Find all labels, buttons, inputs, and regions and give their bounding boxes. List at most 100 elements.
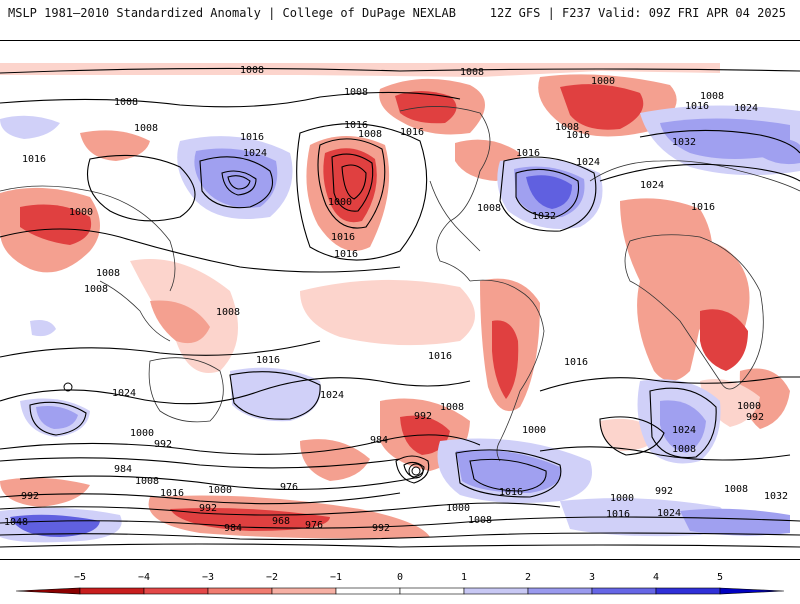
svg-text:992: 992: [21, 491, 39, 502]
svg-text:1016: 1016: [400, 127, 424, 138]
colorbar-swatch: [335, 587, 401, 595]
colorbar-tick: −5: [74, 572, 86, 583]
svg-text:984: 984: [224, 523, 242, 534]
svg-text:1024: 1024: [640, 180, 664, 191]
isobars: [0, 67, 800, 548]
coastlines: [0, 106, 800, 462]
colorbar-tick: −1: [330, 572, 342, 583]
colorbar-tick: 3: [589, 572, 595, 583]
svg-text:992: 992: [655, 486, 673, 497]
svg-text:1032: 1032: [532, 211, 556, 222]
model-run-info: 12Z GFS | F237 Valid: 09Z FRI APR 04 202…: [489, 6, 786, 20]
colorbar-swatch: [271, 587, 337, 595]
svg-text:1032: 1032: [764, 491, 788, 502]
colorbar-tick: −3: [202, 572, 214, 583]
svg-text:1016: 1016: [22, 154, 46, 165]
svg-text:1048: 1048: [4, 517, 28, 528]
svg-text:1008: 1008: [672, 444, 696, 455]
colorbar-swatch: [719, 587, 785, 595]
svg-text:984: 984: [114, 464, 132, 475]
svg-text:1008: 1008: [135, 476, 159, 487]
svg-text:1000: 1000: [328, 197, 352, 208]
svg-text:1008: 1008: [134, 123, 158, 134]
svg-text:1016: 1016: [499, 487, 523, 498]
colorbar-swatch: [207, 587, 273, 595]
svg-text:1000: 1000: [446, 503, 470, 514]
svg-text:1016: 1016: [331, 232, 355, 243]
colorbar-tick: −2: [266, 572, 278, 583]
colorbar-swatch: [399, 587, 465, 595]
svg-text:968: 968: [272, 516, 290, 527]
svg-text:1016: 1016: [691, 202, 715, 213]
anomaly-map: 1008 1008 1008 1000 1008 1008 1016 1024 …: [0, 40, 800, 560]
svg-text:992: 992: [199, 503, 217, 514]
anomaly-colorbar: −5 −4 −3 −2 −1 0 1 2 3 4 5: [0, 566, 800, 600]
colorbar-tick: 1: [461, 572, 467, 583]
svg-text:1016: 1016: [344, 120, 368, 131]
svg-text:1008: 1008: [114, 97, 138, 108]
svg-text:1016: 1016: [160, 488, 184, 499]
svg-text:1008: 1008: [440, 402, 464, 413]
svg-text:1008: 1008: [460, 67, 484, 78]
colorbar-swatches: [15, 587, 785, 595]
map-title: MSLP 1981–2010 Standardized Anomaly | Co…: [8, 6, 456, 20]
svg-text:1016: 1016: [606, 509, 630, 520]
colorbar-swatch: [79, 587, 145, 595]
svg-text:976: 976: [280, 482, 298, 493]
svg-text:1000: 1000: [130, 428, 154, 439]
svg-text:1000: 1000: [208, 485, 232, 496]
colorbar-tick: 2: [525, 572, 531, 583]
svg-text:1008: 1008: [555, 122, 579, 133]
negative-anomaly-shading: [0, 105, 800, 543]
svg-text:992: 992: [154, 439, 172, 450]
colorbar-swatch: [143, 587, 209, 595]
svg-text:976: 976: [305, 520, 323, 531]
colorbar-tick: −4: [138, 572, 150, 583]
svg-text:1008: 1008: [216, 307, 240, 318]
svg-text:1032: 1032: [672, 137, 696, 148]
colorbar-swatch: [655, 587, 721, 595]
isobar-labels: 1008 1008 1008 1000 1008 1008 1016 1024 …: [4, 65, 788, 534]
svg-text:1016: 1016: [516, 148, 540, 159]
svg-text:1016: 1016: [334, 249, 358, 260]
svg-text:1000: 1000: [610, 493, 634, 504]
svg-text:1008: 1008: [84, 284, 108, 295]
colorbar-swatch: [591, 587, 657, 595]
svg-text:1000: 1000: [69, 207, 93, 218]
svg-text:1008: 1008: [477, 203, 501, 214]
pressure-centers: [63, 382, 424, 479]
svg-text:1008: 1008: [468, 515, 492, 526]
svg-text:992: 992: [414, 411, 432, 422]
svg-text:1008: 1008: [358, 129, 382, 140]
svg-text:1024: 1024: [320, 390, 344, 401]
svg-text:1016: 1016: [566, 130, 590, 141]
colorbar-swatch: [527, 587, 593, 595]
svg-text:1024: 1024: [243, 148, 267, 159]
svg-text:1024: 1024: [576, 157, 600, 168]
svg-text:1016: 1016: [240, 132, 264, 143]
colorbar-swatch: [463, 587, 529, 595]
svg-text:1016: 1016: [428, 351, 452, 362]
colorbar-swatch: [15, 587, 81, 595]
svg-text:1024: 1024: [734, 103, 758, 114]
svg-text:992: 992: [746, 412, 764, 423]
svg-text:992: 992: [372, 523, 390, 534]
svg-text:1016: 1016: [564, 357, 588, 368]
svg-text:1008: 1008: [724, 484, 748, 495]
svg-text:1024: 1024: [657, 508, 681, 519]
svg-text:1008: 1008: [96, 268, 120, 279]
svg-text:1016: 1016: [256, 355, 280, 366]
svg-text:1008: 1008: [344, 87, 368, 98]
svg-text:1016: 1016: [685, 101, 709, 112]
svg-text:1000: 1000: [737, 401, 761, 412]
svg-text:1024: 1024: [672, 425, 696, 436]
svg-text:1000: 1000: [522, 425, 546, 436]
svg-text:1008: 1008: [700, 91, 724, 102]
svg-text:1008: 1008: [240, 65, 264, 76]
colorbar-tick: 5: [717, 572, 723, 583]
svg-text:1024: 1024: [112, 388, 136, 399]
svg-text:1000: 1000: [591, 76, 615, 87]
svg-text:984: 984: [370, 435, 388, 446]
colorbar-tick: 0: [397, 572, 403, 583]
colorbar-tick: 4: [653, 572, 659, 583]
